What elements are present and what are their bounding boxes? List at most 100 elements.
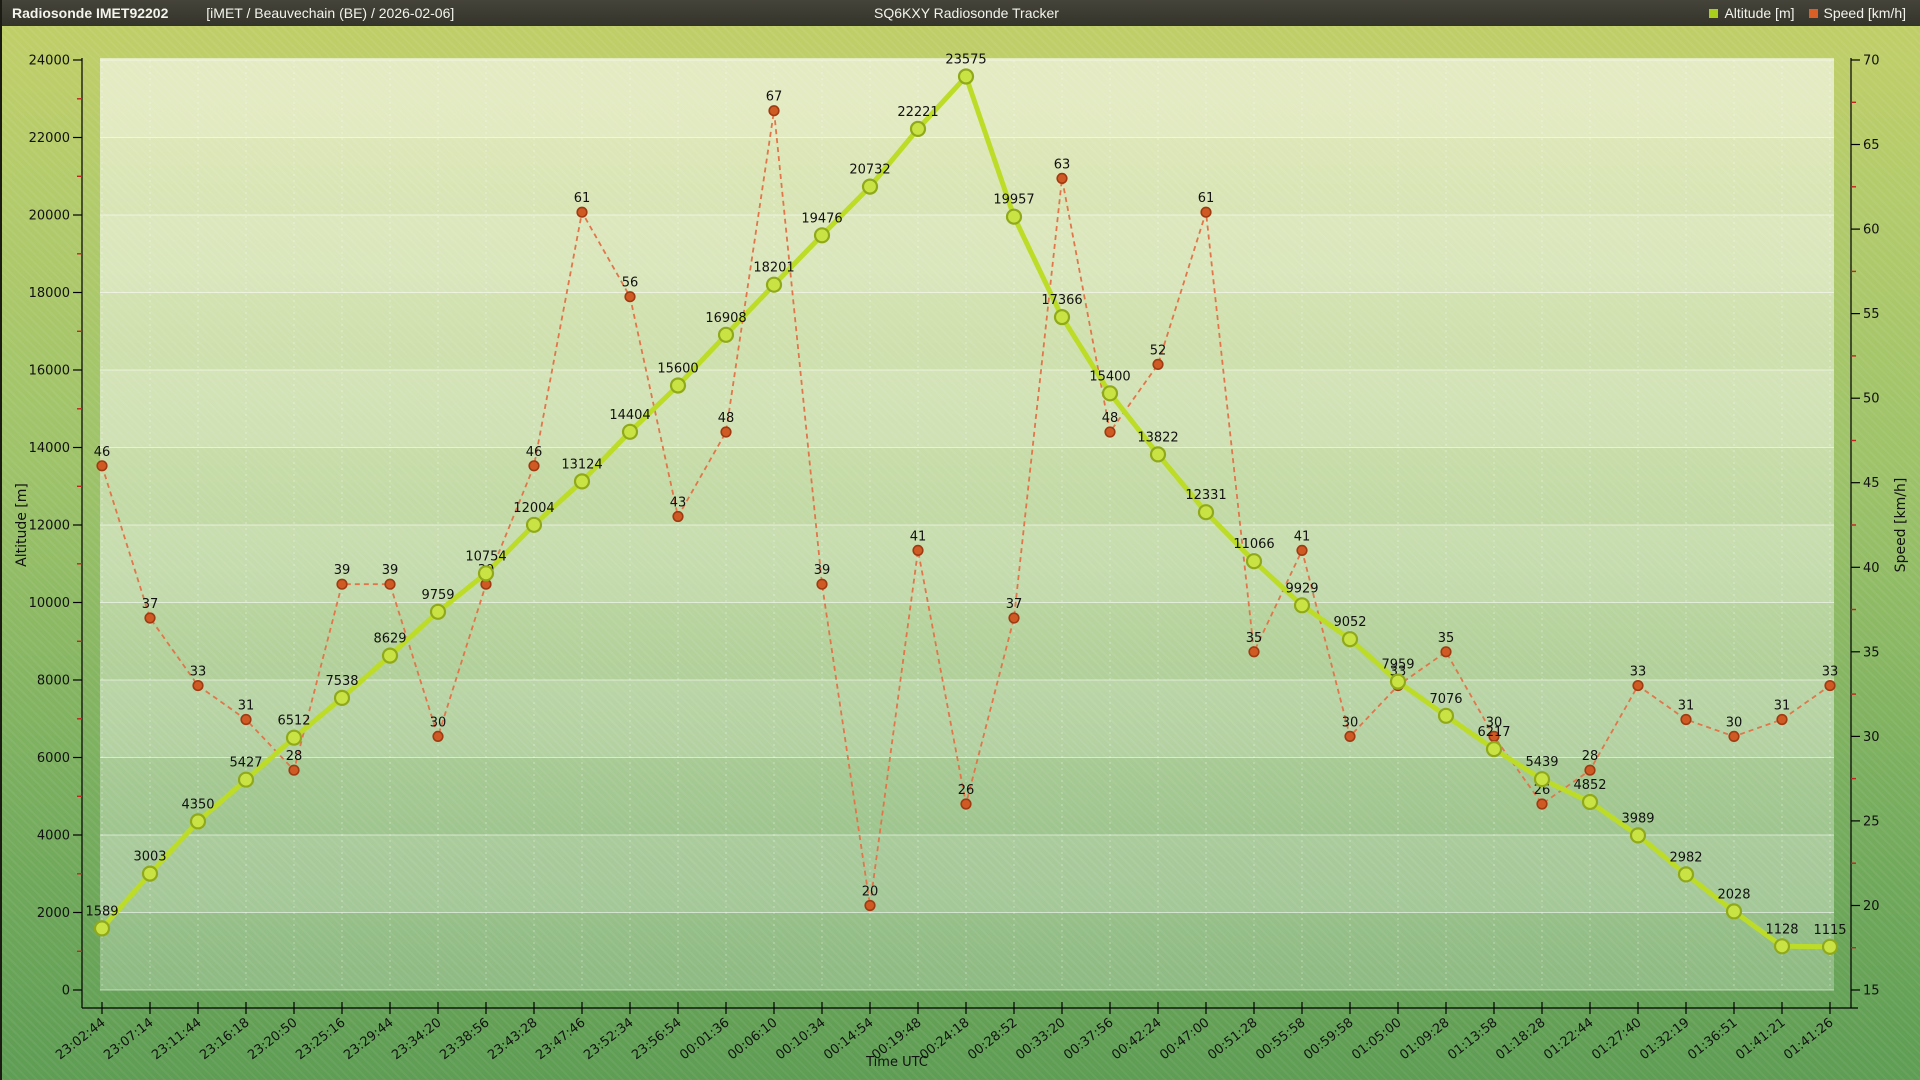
speed-marker (528, 460, 540, 472)
left-tick-label: 12000 (29, 519, 70, 534)
speed-point-label: 35 (1246, 631, 1263, 646)
altitude-marker (1101, 385, 1119, 402)
altitude-point-label: 2982 (1669, 850, 1702, 865)
altitude-marker (333, 689, 351, 707)
speed-point-label: 35 (1438, 631, 1455, 646)
altitude-marker (381, 647, 399, 664)
left-tick-label: 24000 (29, 54, 70, 69)
x-tick-label: 00:51:28 (1205, 1015, 1260, 1063)
speed-marker (288, 764, 300, 776)
altitude-marker (765, 276, 783, 293)
x-tick-label: 23:07:14 (101, 1015, 156, 1063)
speed-marker (672, 510, 684, 523)
speed-point-label: 41 (910, 529, 927, 544)
left-tick-label: 16000 (29, 364, 70, 379)
altitude-point-label: 15600 (657, 362, 698, 377)
speed-point-label: 30 (1726, 715, 1743, 730)
x-tick-label: 23:47:46 (533, 1015, 588, 1063)
speed-marker (1200, 206, 1212, 218)
speed-point-label: 37 (1006, 597, 1023, 612)
x-tick-label: 00:42:24 (1109, 1015, 1164, 1063)
speed-point-label: 31 (1774, 699, 1791, 714)
left-tick-label: 22000 (29, 131, 70, 146)
altitude-marker (1677, 866, 1695, 883)
altitude-point-label: 5427 (229, 756, 262, 771)
altitude-marker (669, 377, 687, 394)
altitude-marker (909, 120, 927, 138)
speed-point-label: 67 (766, 90, 783, 105)
x-tick-label: 00:59:58 (1301, 1015, 1356, 1063)
altitude-marker (1197, 504, 1215, 521)
speed-marker (1248, 646, 1260, 658)
altitude-point-label: 13822 (1137, 430, 1178, 445)
speed-point-label: 20 (862, 885, 879, 900)
speed-marker (576, 206, 588, 218)
altitude-point-label: 20732 (849, 163, 890, 178)
altitude-point-label: 11066 (1233, 537, 1274, 552)
speed-point-label: 37 (142, 597, 159, 612)
speed-point-label: 39 (814, 563, 831, 578)
altitude-marker (525, 516, 543, 533)
speed-point-label: 48 (718, 411, 735, 426)
chart-canvas[interactable]: 4637333128393930394661564348673920412637… (2, 26, 1920, 1080)
x-tick-label: 01:41:21 (1733, 1015, 1788, 1063)
speed-point-label: 26 (1534, 783, 1551, 798)
speed-point-label: 30 (1342, 715, 1359, 730)
left-tick-label: 10000 (29, 596, 70, 611)
altitude-marker (1485, 740, 1503, 758)
speed-marker (96, 460, 108, 472)
altitude-marker (861, 178, 879, 195)
altitude-point-label: 13124 (561, 457, 602, 472)
x-tick-label: 23:52:34 (581, 1015, 636, 1063)
app-title: SQ6KXY Radiosonde Tracker (874, 5, 1059, 21)
altitude-marker (1245, 553, 1263, 570)
speed-point-label: 61 (1198, 191, 1215, 206)
altitude-marker (93, 920, 111, 937)
speed-point-label: 46 (526, 445, 543, 460)
altitude-legend-swatch (1709, 8, 1719, 18)
speed-point-label: 52 (1150, 343, 1167, 358)
station-subtitle: [iMET / Beauvechain (BE) / 2026-02-06] (206, 5, 455, 21)
altitude-point-label: 4350 (181, 797, 214, 812)
altitude-marker (1437, 707, 1455, 724)
altitude-point-label: 6512 (277, 714, 310, 729)
right-tick-label: 70 (1863, 54, 1880, 69)
speed-point-label: 39 (382, 563, 399, 578)
speed-marker (816, 578, 828, 590)
title-bar: Radiosonde IMET92202 [iMET / Beauvechain… (2, 0, 1920, 26)
speed-point-label: 31 (238, 699, 255, 714)
x-tick-label: 01:22:44 (1541, 1015, 1596, 1063)
x-tick-label: 00:06:10 (725, 1015, 780, 1063)
altitude-marker (621, 423, 639, 440)
right-tick-label: 30 (1863, 730, 1880, 745)
altitude-marker (1533, 771, 1551, 788)
speed-point-label: 33 (190, 665, 207, 680)
altitude-point-label: 4852 (1573, 778, 1606, 793)
speed-marker (1344, 730, 1356, 743)
grid-band (100, 680, 1834, 758)
left-tick-label: 0 (62, 984, 70, 999)
altitude-point-label: 1128 (1765, 922, 1798, 937)
chart-legend: Altitude [m] Speed [km/h] (1709, 0, 1914, 26)
speed-legend-swatch (1808, 8, 1818, 18)
speed-marker (1056, 172, 1068, 184)
altitude-point-label: 8629 (373, 632, 406, 647)
altitude-point-label: 10754 (465, 549, 506, 564)
altitude-point-label: 7959 (1381, 658, 1414, 673)
x-tick-label: 00:55:58 (1253, 1015, 1308, 1063)
altitude-marker (573, 473, 591, 490)
altitude-marker (477, 565, 495, 582)
altitude-point-label: 9759 (421, 588, 454, 603)
speed-marker (240, 713, 252, 726)
left-tick-label: 8000 (37, 674, 70, 689)
altitude-point-label: 19957 (993, 193, 1034, 208)
x-tick-label: 01:09:28 (1397, 1015, 1452, 1063)
altitude-point-label: 12004 (513, 501, 554, 516)
x-tick-label: 01:05:00 (1349, 1015, 1404, 1063)
speed-marker (1152, 358, 1164, 371)
altitude-point-label: 3003 (133, 850, 166, 865)
altitude-marker (813, 227, 831, 244)
right-tick-label: 15 (1863, 984, 1880, 999)
speed-marker (624, 291, 636, 303)
speed-marker (864, 899, 876, 912)
